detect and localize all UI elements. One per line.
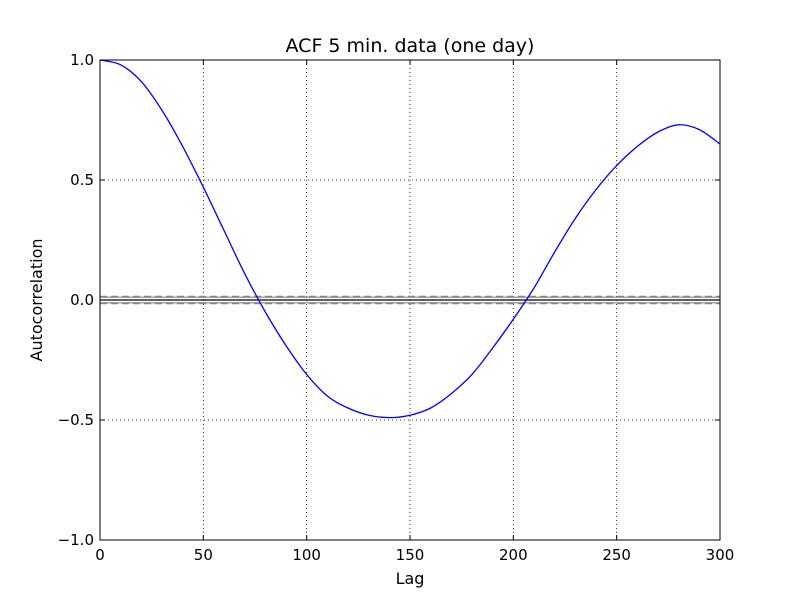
x-tick-label: 50	[194, 546, 213, 564]
y-axis-label: Autocorrelation	[27, 239, 46, 362]
chart-title: ACF 5 min. data (one day)	[286, 35, 535, 57]
x-tick-label: 100	[292, 546, 321, 564]
ticks	[99, 59, 721, 541]
x-tick-label: 150	[396, 546, 425, 564]
x-tick-label: 200	[499, 546, 528, 564]
y-tick-label: 0.5	[70, 171, 94, 189]
tick-labels: 0 50 100 150 200 250 300 1.0 0.5 0.0 −0.5 −1.0	[58, 51, 735, 564]
y-tick-label: −1.0	[58, 531, 94, 549]
y-tick-label: −0.5	[58, 411, 94, 429]
x-tick-label: 300	[706, 546, 735, 564]
y-tick-label: 0.0	[70, 291, 94, 309]
reference-lines	[100, 295, 720, 305]
y-tick-label: 1.0	[70, 51, 94, 69]
x-tick-label: 0	[95, 546, 105, 564]
x-axis-label: Lag	[396, 569, 425, 588]
x-tick-label: 250	[602, 546, 631, 564]
series-layer	[99, 59, 721, 419]
acf-series-line	[99, 59, 721, 419]
